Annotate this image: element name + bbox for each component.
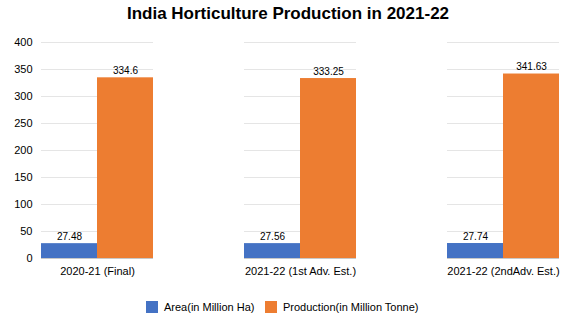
svg-text:300: 300: [14, 90, 32, 102]
svg-text:334.6: 334.6: [113, 65, 138, 76]
svg-text:27.56: 27.56: [260, 231, 285, 242]
svg-text:27.74: 27.74: [463, 231, 488, 242]
html-text:Production(in Million Tonne): Production(in Million Tonne): [283, 300, 419, 313]
html-text:India Horticulture Production: India Horticulture Production in 2021-22: [126, 4, 450, 23]
svg-text:100: 100: [14, 198, 32, 210]
svg-text:50: 50: [20, 225, 32, 237]
html-text:Area(in Million Ha): Area(in Million Ha): [164, 300, 255, 313]
svg-text:27.48: 27.48: [57, 231, 82, 242]
svg-text:341.63: 341.63: [516, 61, 547, 72]
svg-text:0: 0: [26, 252, 32, 264]
svg-text:400: 400: [14, 36, 32, 48]
svg-text:2021-22 (1st Adv. Est.): 2021-22 (1st Adv. Est.): [245, 265, 356, 277]
svg-text:350: 350: [14, 63, 32, 75]
svg-text:150: 150: [14, 171, 32, 183]
svg-text:250: 250: [14, 117, 32, 129]
svg-text:2020-21 (Final): 2020-21 (Final): [60, 265, 135, 277]
svg-text:2021-22 (2ndAdv. Est.): 2021-22 (2ndAdv. Est.): [447, 265, 559, 277]
svg-text:333.25: 333.25: [313, 66, 344, 77]
svg-text:200: 200: [14, 144, 32, 156]
